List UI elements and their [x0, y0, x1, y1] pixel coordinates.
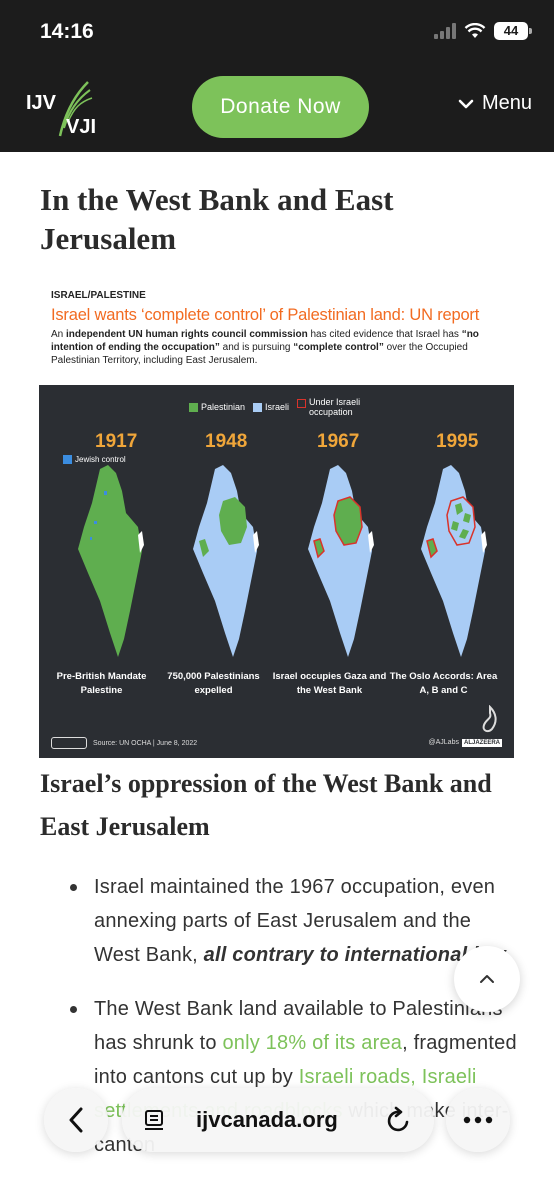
chevron-left-icon: [69, 1107, 83, 1133]
year-label: 1948: [205, 431, 248, 452]
creative-commons-icon: [51, 737, 87, 749]
infographic-maps: Palestinian Israeli Under Israeli occupa…: [39, 385, 514, 758]
infographic-tag: ISRAEL/PALESTINE: [51, 290, 146, 301]
status-bar: 14:16 44: [0, 0, 554, 66]
back-button[interactable]: [44, 1088, 108, 1152]
map-1967: [308, 465, 374, 657]
status-icons: 44: [434, 22, 532, 40]
map-caption: Pre-British Mandate Palestine: [56, 671, 147, 696]
aljazeera-credit: @AJLabs ALJAZEERA: [429, 705, 502, 747]
map-caption: 750,000 Palestinians expelled: [167, 671, 260, 696]
ellipsis-icon: [463, 1116, 493, 1124]
scroll-to-top-button[interactable]: [454, 946, 520, 1012]
more-options-button[interactable]: [446, 1088, 510, 1152]
map-1948: [193, 465, 259, 657]
infographic-header: ISRAEL/PALESTINE Israel wants ‘complete …: [39, 280, 514, 385]
infographic-source: Source: UN OCHA | June 8, 2022: [51, 737, 197, 749]
map-1917: [78, 465, 144, 657]
inline-link[interactable]: only 18% of its area: [222, 1032, 403, 1054]
site-logo[interactable]: IJV VJI: [24, 78, 119, 140]
reload-icon[interactable]: [386, 1106, 412, 1134]
legend-occupation: Under Israeli occupation: [297, 397, 369, 417]
map-caption: Israel occupies Gaza and the West Bank: [272, 671, 387, 696]
section-heading: Israel’s oppression of the West Bank and…: [40, 769, 492, 841]
list-item: Israel maintained the 1967 occupation, e…: [68, 870, 518, 972]
logo-text-vji: VJI: [66, 116, 97, 138]
signal-icon: [434, 23, 456, 39]
browser-toolbar: ijvcanada.org: [0, 1078, 554, 1199]
address-bar[interactable]: ijvcanada.org: [122, 1088, 434, 1152]
infographic-description: An independent UN human rights council c…: [51, 329, 479, 366]
infographic-title: Israel wants ‘complete control’ of Pales…: [51, 306, 480, 324]
year-label: 1967: [317, 431, 360, 452]
donate-button[interactable]: Donate Now: [192, 76, 369, 138]
reader-mode-icon[interactable]: [142, 1108, 166, 1132]
leaf-logo-icon: [58, 81, 93, 137]
legend-palestinian: Palestinian: [189, 402, 245, 413]
menu-button[interactable]: Menu: [458, 92, 532, 115]
year-label: 1917: [95, 431, 138, 452]
logo-text-ijv: IJV: [26, 92, 57, 114]
page-title: In the West Bank and East Jerusalem: [40, 182, 394, 256]
status-time: 14:16: [40, 20, 94, 43]
chevron-up-icon: [480, 975, 494, 983]
map-1995: [421, 465, 487, 657]
infographic-image: ISRAEL/PALESTINE Israel wants ‘complete …: [39, 280, 514, 758]
map-legend: Palestinian Israeli Under Israeli occupa…: [189, 397, 369, 417]
chevron-down-icon: [458, 99, 474, 108]
legend-jewish-control: Jewish control: [63, 455, 126, 464]
legend-israeli: Israeli: [253, 402, 289, 413]
site-header: IJV VJI Donate Now Menu: [0, 66, 554, 152]
wifi-icon: [464, 23, 486, 38]
map-caption: The Oslo Accords: Area A, B and C: [389, 671, 498, 696]
year-label: 1995: [436, 431, 479, 452]
menu-label: Menu: [481, 92, 532, 114]
battery-indicator: 44: [494, 22, 532, 40]
url-text: ijvcanada.org: [196, 1107, 338, 1132]
aljazeera-logo-icon: [482, 705, 497, 733]
